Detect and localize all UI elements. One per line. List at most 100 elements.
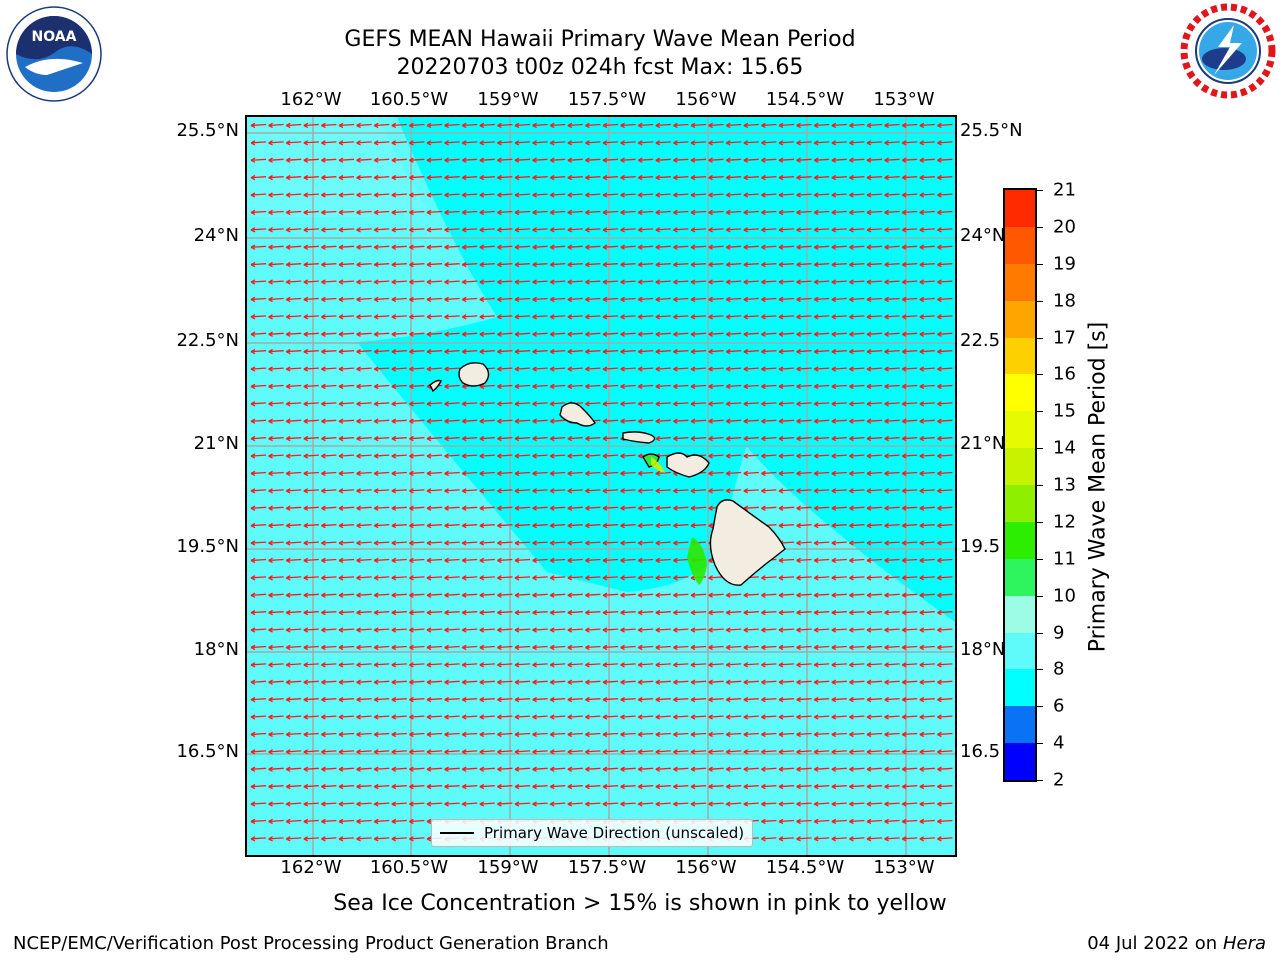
direction-arrow	[655, 192, 671, 198]
direction-arrow	[391, 801, 407, 807]
direction-arrow	[497, 296, 513, 303]
direction-arrow	[338, 522, 355, 529]
direction-arrow	[250, 261, 267, 268]
colorbar-tick-mark	[1035, 632, 1043, 634]
direction-arrow	[761, 592, 777, 598]
direction-arrow	[673, 801, 689, 807]
direction-arrow	[285, 366, 302, 372]
direction-arrow	[813, 209, 830, 216]
direction-arrow	[708, 209, 724, 216]
direction-arrow	[356, 801, 372, 807]
molokai-island	[622, 431, 656, 444]
direction-arrow	[813, 627, 830, 633]
direction-arrow	[268, 783, 284, 790]
colorbar-tick-label: 21	[1053, 179, 1076, 201]
direction-arrow	[866, 192, 883, 198]
direction-arrow	[919, 836, 935, 842]
direction-arrow	[778, 314, 795, 320]
graticule	[247, 117, 955, 855]
direction-arrow	[514, 557, 531, 564]
direction-arrow	[338, 418, 355, 424]
direction-arrow	[391, 227, 407, 233]
direction-arrow	[532, 209, 548, 216]
direction-arrow	[849, 592, 865, 598]
direction-arrow	[690, 418, 707, 424]
direction-arrow	[303, 331, 319, 337]
direction-arrow	[919, 401, 935, 407]
direction-arrow	[373, 279, 390, 285]
direction-arrow	[602, 592, 619, 598]
nws-logo	[1180, 3, 1276, 99]
direction-arrow	[585, 314, 601, 320]
direction-arrow	[796, 401, 812, 407]
direction-arrow	[532, 174, 548, 181]
direction-arrow	[849, 348, 865, 355]
direction-arrow	[321, 140, 337, 146]
direction-arrow	[549, 627, 566, 633]
direction-arrow	[461, 470, 478, 477]
direction-arrow	[725, 366, 742, 372]
direction-arrow	[778, 244, 795, 250]
direction-arrow	[673, 314, 689, 320]
direction-arrow	[866, 366, 883, 372]
direction-arrow	[567, 766, 583, 772]
direction-arrow	[866, 488, 883, 494]
direction-arrow	[655, 644, 671, 651]
direction-arrow	[285, 418, 302, 424]
direction-arrow	[391, 662, 407, 668]
direction-arrow	[321, 522, 337, 529]
direction-arrow	[743, 627, 759, 633]
direction-arrow	[356, 766, 372, 772]
direction-arrow	[884, 749, 900, 755]
direction-arrow	[373, 679, 390, 685]
direction-arrow	[620, 540, 636, 546]
direction-arrow	[338, 540, 355, 546]
direction-arrow	[585, 348, 601, 355]
direction-arrow	[514, 749, 531, 755]
direction-arrow	[655, 122, 671, 129]
direction-arrow	[356, 488, 372, 494]
direction-arrow	[514, 348, 531, 355]
direction-arrow	[373, 766, 390, 772]
direction-arrow	[778, 818, 795, 825]
direction-arrow	[461, 453, 478, 459]
direction-arrow	[444, 296, 460, 303]
direction-arrow	[901, 209, 918, 216]
direction-arrow	[303, 174, 319, 181]
direction-arrow	[461, 662, 478, 668]
direction-arrow	[479, 696, 495, 703]
direction-arrow	[268, 522, 284, 529]
direction-arrow	[673, 575, 689, 581]
direction-arrow	[655, 575, 671, 581]
direction-arrow	[373, 801, 390, 807]
direction-arrow	[620, 366, 636, 372]
direction-arrow	[849, 749, 865, 755]
direction-arrow	[444, 644, 460, 651]
direction-arrow	[285, 783, 302, 790]
direction-arrow	[285, 522, 302, 529]
direction-arrow	[321, 505, 337, 511]
direction-arrow	[866, 557, 883, 564]
direction-arrow	[321, 766, 337, 772]
direction-arrow	[725, 801, 742, 807]
direction-arrow	[391, 174, 407, 181]
direction-arrow	[514, 696, 531, 703]
direction-arrow	[778, 296, 795, 303]
direction-arrow	[725, 227, 742, 233]
direction-arrow	[409, 662, 425, 668]
direction-arrow	[356, 261, 372, 268]
direction-arrow	[778, 366, 795, 372]
hawaiian-islands	[429, 362, 786, 586]
direction-arrow	[725, 383, 742, 390]
direction-arrow	[884, 209, 900, 216]
direction-arrow	[303, 488, 319, 494]
direction-arrow	[409, 505, 425, 511]
direction-arrow	[373, 261, 390, 268]
direction-arrow	[743, 435, 759, 442]
direction-arrow	[743, 766, 759, 772]
direction-arrow	[303, 731, 319, 738]
direction-arrow	[708, 783, 724, 790]
direction-arrow	[391, 157, 407, 163]
direction-arrow	[514, 679, 531, 685]
direction-arrow	[321, 261, 337, 268]
